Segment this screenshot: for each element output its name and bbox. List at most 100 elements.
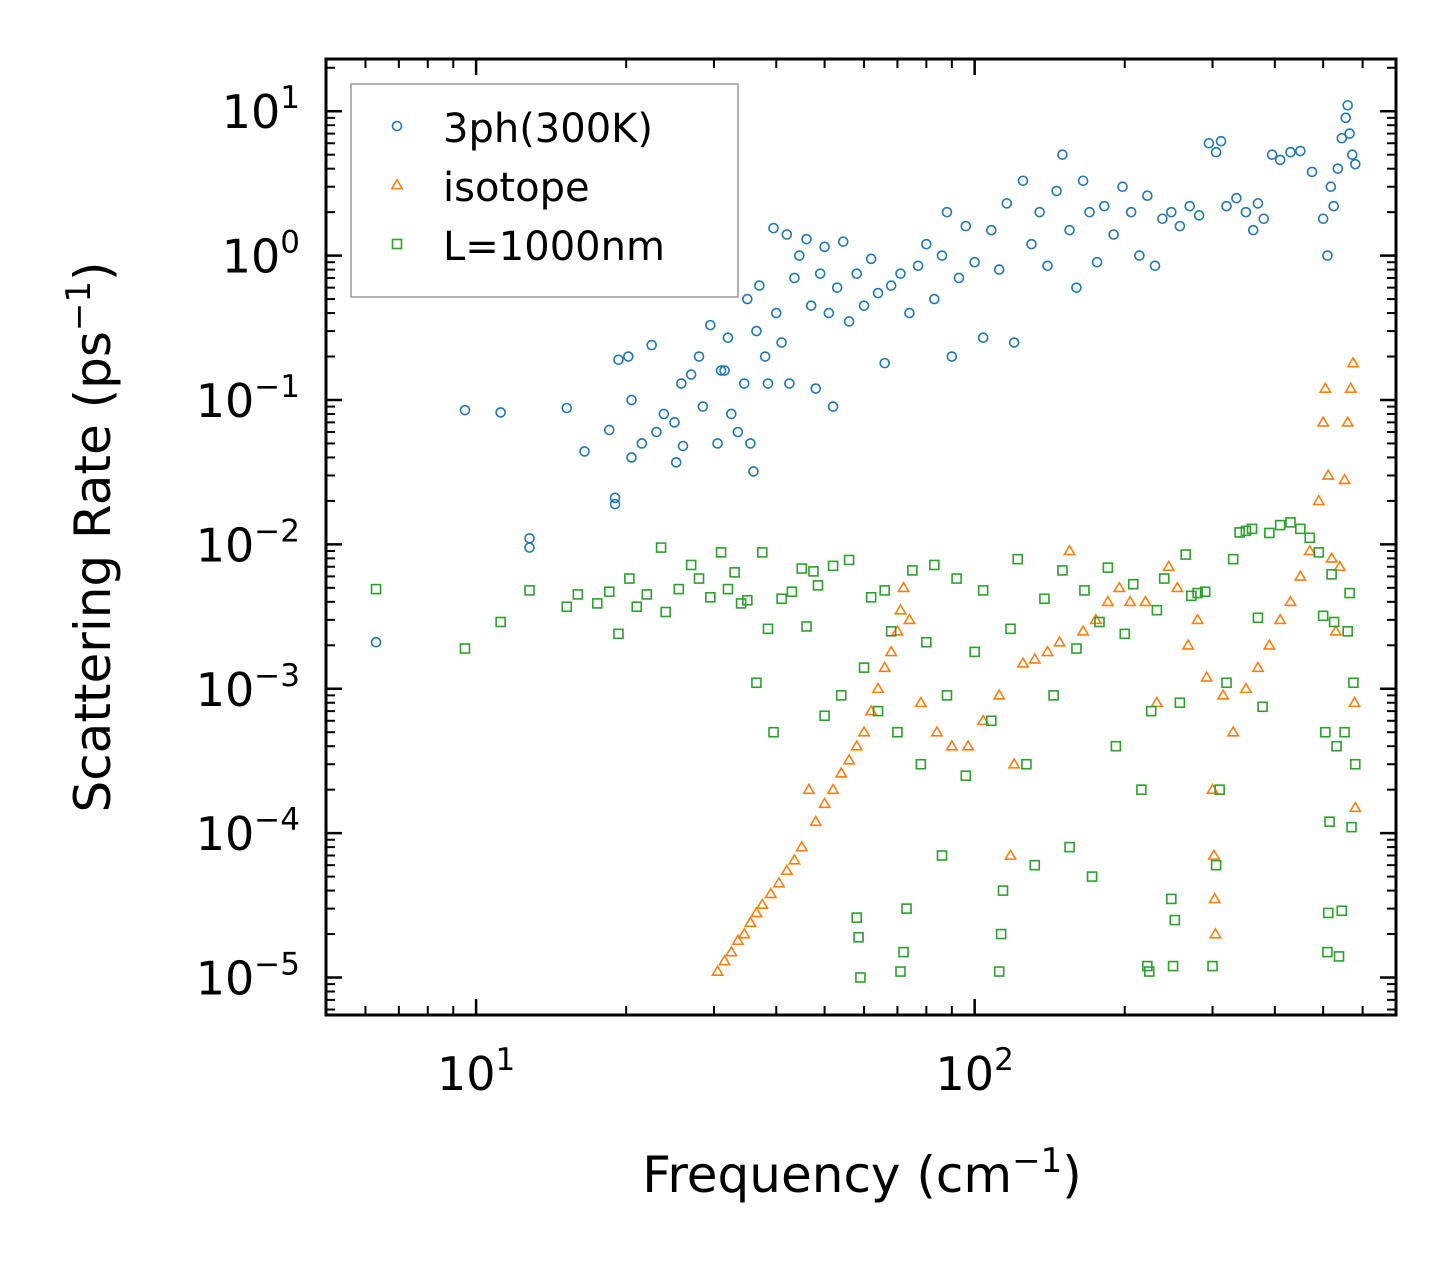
data-point	[1326, 569, 1337, 580]
data-point	[912, 260, 924, 272]
data-point	[603, 424, 615, 436]
data-point	[1012, 553, 1024, 565]
data-point	[787, 853, 801, 865]
data-point	[1157, 213, 1168, 225]
y-tick-label: 10−3	[196, 658, 300, 717]
data-point	[613, 354, 624, 366]
data-point	[1317, 213, 1329, 225]
data-point	[1199, 586, 1211, 598]
data-point	[735, 598, 747, 609]
data-point	[1186, 590, 1197, 602]
data-point	[1057, 149, 1068, 160]
data-point	[768, 726, 779, 738]
legend-marker	[390, 178, 404, 190]
data-point	[1026, 238, 1037, 250]
data-point	[795, 840, 809, 852]
data-point	[609, 498, 621, 510]
data-point	[770, 307, 782, 319]
series-circle	[370, 99, 1361, 648]
data-point	[693, 573, 705, 584]
data-point	[1181, 638, 1195, 650]
data-point	[1127, 578, 1139, 590]
data-point	[872, 705, 884, 717]
y-tick-label: 10−2	[196, 513, 300, 572]
data-point	[1008, 337, 1020, 348]
plot-frame	[324, 57, 1398, 1017]
data-point	[715, 547, 727, 558]
data-point	[626, 394, 637, 406]
data-point	[685, 369, 697, 380]
data-point	[764, 887, 778, 899]
y-tick-label: 10−4	[196, 802, 300, 861]
data-points	[370, 99, 1362, 983]
data-point	[579, 446, 590, 457]
data-point	[1342, 99, 1353, 111]
data-point	[641, 589, 653, 600]
data-point	[624, 573, 635, 584]
data-point	[1293, 569, 1307, 581]
data-point	[603, 586, 615, 598]
data-point	[1251, 660, 1265, 673]
data-point	[805, 300, 817, 311]
data-point	[370, 583, 382, 595]
data-point	[685, 559, 697, 571]
data-point	[1347, 695, 1362, 708]
data-point	[930, 725, 944, 737]
data-point	[1264, 527, 1275, 539]
data-point	[871, 681, 885, 694]
data-point	[780, 863, 794, 876]
data-point	[1258, 213, 1270, 225]
data-point	[837, 236, 849, 247]
data-point	[936, 250, 948, 261]
data-point	[969, 646, 980, 658]
data-point	[1077, 175, 1089, 187]
legend-entry: L=1000nm	[391, 224, 665, 270]
data-point	[858, 300, 870, 311]
y-tick-label: 10−5	[196, 947, 300, 1006]
data-point	[831, 282, 843, 293]
data-point	[865, 253, 877, 265]
data-point	[1273, 613, 1287, 625]
data-point	[1052, 635, 1067, 647]
data-point	[1138, 595, 1152, 607]
x-axis-label: Frequency (cm−1)	[642, 1141, 1082, 1204]
data-point	[631, 601, 643, 613]
data-point	[591, 598, 603, 609]
data-point	[969, 256, 980, 268]
data-point	[1234, 527, 1245, 538]
data-point	[646, 339, 657, 351]
data-point	[1005, 623, 1016, 635]
data-point	[1076, 624, 1090, 636]
data-point	[789, 272, 800, 284]
data-point	[808, 566, 819, 577]
data-point	[986, 224, 997, 236]
data-point	[1333, 951, 1345, 962]
data-point	[961, 739, 975, 751]
data-point	[1089, 613, 1103, 625]
data-point	[749, 906, 764, 918]
data-point	[1001, 198, 1013, 209]
x-axis-label-main: Frequency (cm	[642, 1146, 1012, 1204]
data-point	[995, 928, 1007, 940]
data-point	[1191, 613, 1205, 625]
data-point	[801, 233, 812, 245]
data-point	[784, 378, 795, 389]
data-point	[936, 850, 948, 861]
data-point	[826, 782, 840, 795]
y-axis-label-close: )	[64, 261, 122, 281]
data-point	[1112, 581, 1126, 593]
data-point	[1262, 638, 1276, 650]
data-point	[1034, 206, 1045, 218]
data-point	[1048, 690, 1059, 701]
data-point	[960, 770, 972, 781]
data-point	[745, 438, 756, 449]
data-point	[1086, 871, 1098, 882]
data-point	[1295, 523, 1306, 535]
data-point	[794, 250, 805, 261]
data-point	[1208, 927, 1222, 939]
data-point	[1167, 960, 1179, 972]
data-point	[1007, 757, 1021, 769]
data-point	[1215, 135, 1227, 147]
data-point	[1151, 604, 1163, 616]
